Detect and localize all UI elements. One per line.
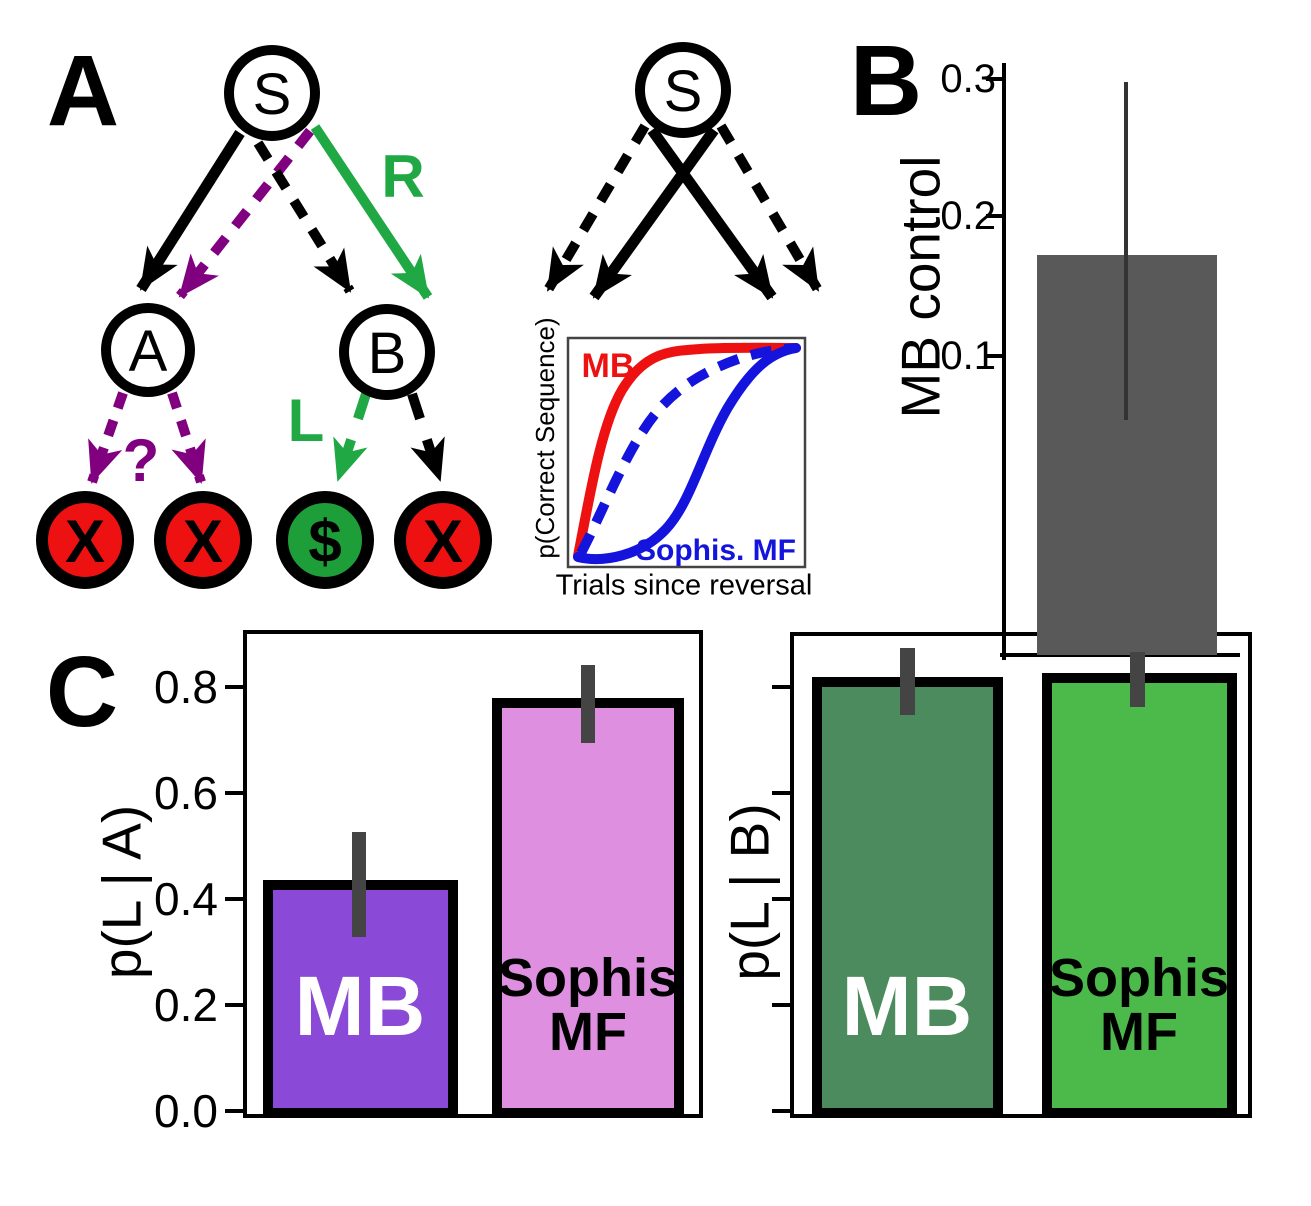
node-b [339,304,435,400]
cright-errorbar-mb [900,648,915,715]
arrow2-solid-cross-left [589,126,719,301]
node-s-label: S [252,62,292,127]
cleft-tick-02 [225,1003,243,1007]
panel-b-tick-03 [986,77,1002,81]
cleft-ticklabel-06: 0.6 [154,767,218,819]
panel-b-label: B [849,25,923,137]
arrow-a-to-x2-purple [167,391,206,484]
outcome-reward [276,491,374,589]
panel-c-right-frame [790,632,1252,1118]
cright-tick-00 [772,1109,790,1113]
panel-b-ticklabel-01: 0.1 [940,334,996,378]
inset-plot-box [566,336,807,569]
cleft-sophis-line2: MF [549,1002,627,1062]
outcome-x2-label: X [182,508,224,575]
cright-tick-08 [772,685,790,689]
arrow2-dashed-right [716,123,823,293]
cright-sophis-line2: MF [1100,1002,1178,1062]
cleft-ticklabel-04: 0.4 [154,873,218,925]
cleft-bar-sophis [492,698,684,1118]
cright-bar-mb [812,677,1003,1118]
cleft-ticklabel-02: 0.2 [154,979,218,1031]
outcome-x3 [394,491,492,589]
outcome-x2 [154,491,252,589]
node-s2-label: S [663,59,703,124]
action-l-label: L [287,387,325,454]
panel-c-right-ylabel: p(L | B) [718,803,781,981]
node-b-label: B [367,321,407,386]
arrow2-solid-cross-right [647,126,777,301]
inset-mb-label: MB [581,347,635,385]
action-r-label: R [381,143,425,210]
cright-sophis-line1: Sophis [1048,948,1230,1008]
inset-ylabel: p(Correct Sequence) [530,317,560,559]
panel-c-left-ylabel: p(L | A) [90,804,153,980]
panel-b-ticklabel-03: 0.3 [940,57,996,101]
cleft-bar-sophis-label: Sophis MF [498,951,678,1059]
cleft-tick-06 [225,791,243,795]
arrow-s-to-b-green [310,124,433,300]
panel-b-yaxis [1002,63,1006,660]
unknown-question-label: ? [122,427,160,494]
outcome-x1 [36,491,134,589]
node-s2 [635,42,731,138]
cleft-errorbar-sophis [581,665,595,743]
inset-curve-mb-red [573,342,801,561]
node-a-label: A [128,319,168,384]
cleft-tick-00 [225,1109,243,1113]
inset-sophis-label: Sophis. MF [636,534,796,567]
cright-bar-mb-label: MB [841,959,973,1053]
arrow-s-to-a-dashed-purple [176,127,314,300]
cleft-tick-08 [225,685,243,689]
cleft-bar-mb-label: MB [294,959,426,1053]
panel-b-tick-02 [986,214,1002,218]
panel-c-left-frame [243,630,703,1118]
panel-b-xaxis [1000,653,1240,657]
cleft-tick-04 [225,897,243,901]
outcome-x1-label: X [64,508,106,575]
outcome-x3-label: X [422,508,464,575]
arrow-b-to-x3-black [407,392,445,482]
cleft-ticklabel-08: 0.8 [154,661,218,713]
cleft-errorbar-mb [352,832,366,937]
node-a [101,303,195,397]
cleft-sophis-line1: Sophis [497,948,679,1008]
panel-a-label: A [46,35,120,147]
inset-xlabel: Trials since reversal [555,569,813,602]
panel-c-label: C [45,636,119,748]
outcome-reward-label: $ [308,508,342,575]
cright-errorbar-sophis [1130,652,1145,707]
arrow-a-to-x1-purple [87,391,128,484]
panel-b-errorbar [1124,82,1128,420]
cright-tick-02 [772,1003,790,1007]
cright-bar-sophis-label: Sophis MF [1049,951,1229,1059]
inset-curve-sophis-blue [573,343,801,564]
panel-b-tick-01 [986,354,1002,358]
cleft-ticklabel-00: 0.0 [154,1085,218,1137]
arrow-s-to-a-solid [136,130,245,292]
arrow-b-to-reward-green [333,392,371,482]
cright-tick-06 [772,791,790,795]
cright-tick-04 [772,897,790,901]
inset-curve-dashed-blue [576,343,797,556]
arrow2-dashed-left [543,123,650,293]
panel-b-ticklabel-02: 0.2 [940,194,996,238]
node-s [224,45,320,141]
arrow-s-to-b-dashed-black [253,140,355,294]
